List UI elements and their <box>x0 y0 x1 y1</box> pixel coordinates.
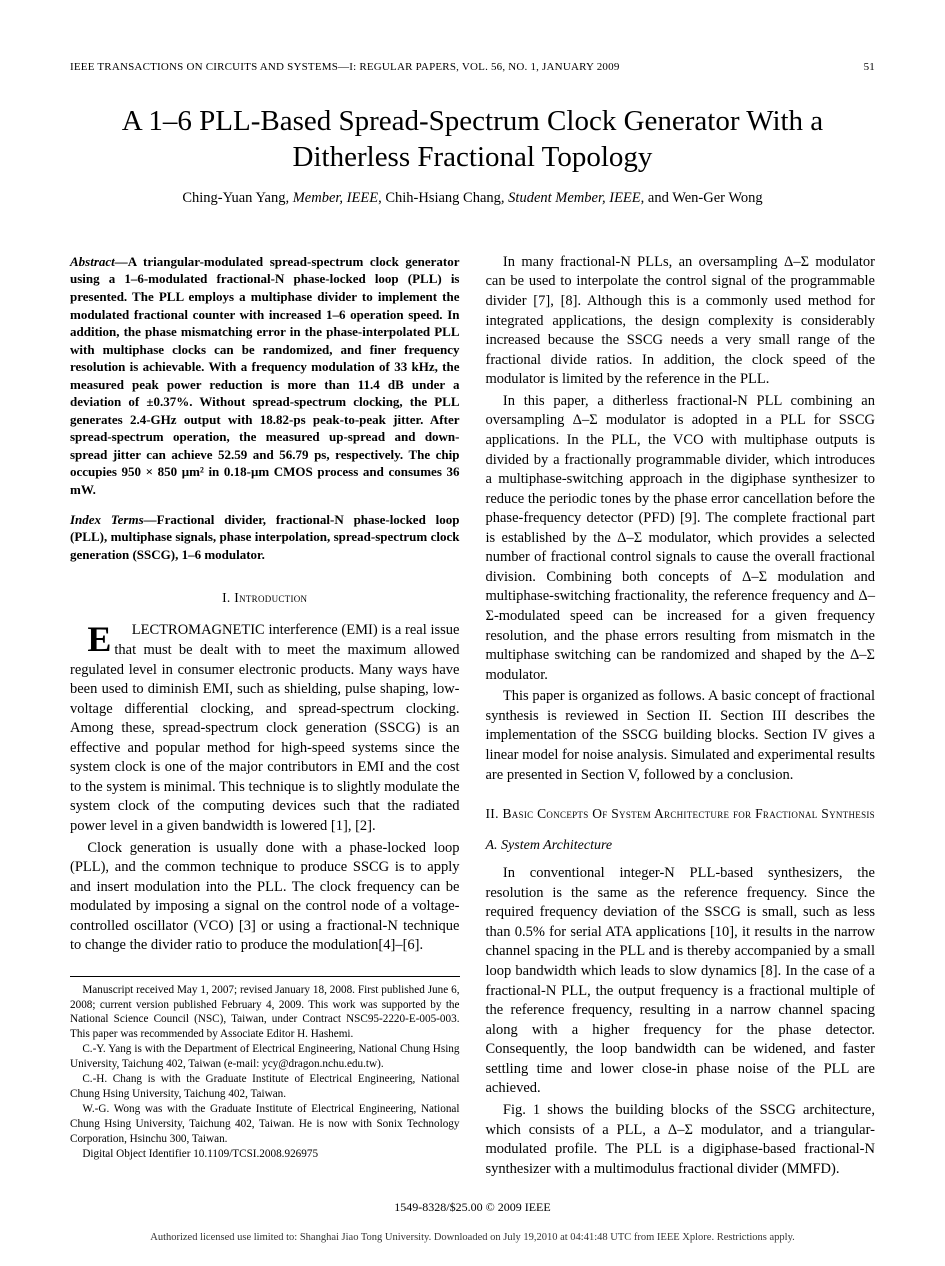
abstract-label: Abstract— <box>70 254 128 269</box>
section-1-paragraph: In this paper, a ditherless fractional-N… <box>486 392 876 685</box>
section-1-paragraph: This paper is organized as follows. A ba… <box>486 687 876 785</box>
manuscript-line: Manuscript received May 1, 2007; revised… <box>70 983 460 1041</box>
subsection-2a-heading: A. System Architecture <box>486 837 876 856</box>
manuscript-footnote: Manuscript received May 1, 2007; revised… <box>70 976 460 1162</box>
index-terms-label: Index Terms— <box>70 512 157 527</box>
section-2a-paragraph: Fig. 1 shows the building blocks of the … <box>486 1101 876 1179</box>
abstract-block: Abstract—A triangular-modulated spread-s… <box>70 253 460 499</box>
copyright-line: 1549-8328/$25.00 © 2009 IEEE <box>70 1199 875 1215</box>
section-1-paragraph: ELECTROMAGNETIC interference (EMI) is a … <box>70 621 460 836</box>
manuscript-line: W.-G. Wong was with the Graduate Institu… <box>70 1102 460 1146</box>
author-line: Ching-Yuan Yang, Member, IEEE, Chih-Hsia… <box>70 189 875 209</box>
author-1: Ching-Yuan Yang <box>182 190 285 206</box>
section-1-heading: I. Introduction <box>70 589 460 607</box>
page-number: 51 <box>864 60 875 75</box>
manuscript-line: Digital Object Identifier 10.1109/TCSI.2… <box>70 1147 460 1162</box>
manuscript-line: C.-H. Chang is with the Graduate Institu… <box>70 1072 460 1101</box>
section-2-heading: II. Basic Concepts Of System Architectur… <box>486 805 876 823</box>
two-column-body: Abstract—A triangular-modulated spread-s… <box>70 253 875 1181</box>
author-3: Wen-Ger Wong <box>672 190 762 206</box>
journal-name: IEEE TRANSACTIONS ON CIRCUITS AND SYSTEM… <box>70 60 620 75</box>
paper-title: A 1–6 PLL-Based Spread-Spectrum Clock Ge… <box>110 103 835 176</box>
sep: , and <box>641 190 673 206</box>
section-1-paragraph: In many fractional-N PLLs, an oversampli… <box>486 253 876 390</box>
manuscript-line: C.-Y. Yang is with the Department of Ele… <box>70 1042 460 1071</box>
index-terms-block: Index Terms—Fractional divider, fraction… <box>70 511 460 564</box>
authorized-use-notice: Authorized licensed use limited to: Shan… <box>70 1231 875 1245</box>
section-2a-paragraph: In conventional integer-N PLL-based synt… <box>486 864 876 1099</box>
section-1-paragraph: Clock generation is usually done with a … <box>70 839 460 956</box>
abstract-text: A triangular-modulated spread-spectrum c… <box>70 254 460 497</box>
author-1-role: , Member, IEEE <box>285 190 378 206</box>
running-header: IEEE TRANSACTIONS ON CIRCUITS AND SYSTEM… <box>70 60 875 75</box>
author-2: Chih-Hsiang Chang <box>385 190 501 206</box>
author-2-role: , Student Member, IEEE <box>501 190 641 206</box>
